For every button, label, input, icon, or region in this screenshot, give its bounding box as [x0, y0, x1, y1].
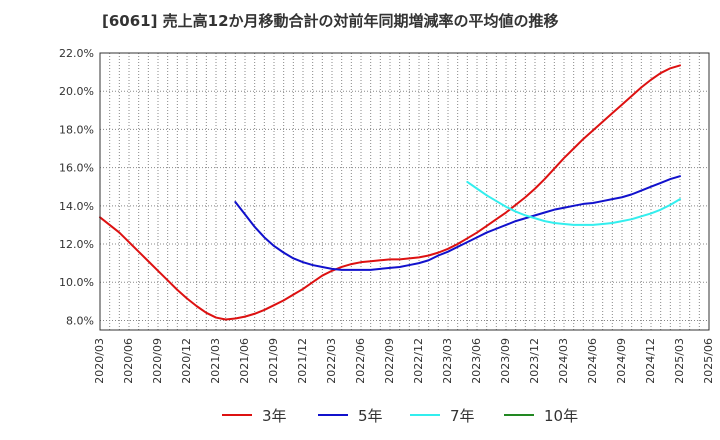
y-tick-label: 12.0% [59, 238, 94, 251]
y-tick-label: 20.0% [59, 85, 94, 98]
y-tick-label: 18.0% [59, 123, 94, 136]
x-tick-label: 2021/09 [267, 338, 280, 384]
x-tick-label: 2024/06 [586, 338, 599, 384]
x-tick-label: 2021/06 [238, 338, 251, 384]
legend-swatch-7y [410, 414, 440, 416]
plot-background [100, 53, 709, 330]
legend-swatch-10y [504, 414, 534, 416]
y-tick-label: 22.0% [59, 47, 94, 60]
x-tick-label: 2022/12 [412, 338, 425, 384]
plot-frame [99, 52, 710, 331]
legend-label-5y: 5年 [358, 406, 383, 425]
legend-label-3y: 3年 [262, 406, 287, 425]
x-tick-label: 2020/12 [180, 338, 193, 384]
legend-item-10y: 10年 [504, 404, 578, 426]
y-tick-label: 8.0% [66, 314, 94, 327]
legend-item-5y: 5年 [318, 404, 383, 426]
y-tick-label: 10.0% [59, 276, 94, 289]
x-tick-label: 2022/06 [354, 338, 367, 384]
x-tick-labels: 2020/03 2020/06 2020/09 2020/12 2021/03 2021/… [93, 338, 715, 384]
x-tick-label: 2022/03 [325, 338, 338, 384]
x-tick-label: 2025/06 [702, 338, 715, 384]
x-tick-label: 2024/09 [615, 338, 628, 384]
y-tick-labels: 8.0% 10.0% 12.0% 14.0% 16.0% 18.0% 20.0% 22.0% [59, 47, 94, 327]
legend-swatch-5y [318, 414, 348, 416]
x-tick-label: 2020/09 [151, 338, 164, 384]
y-tick-label: 14.0% [59, 200, 94, 213]
x-tick-label: 2020/03 [93, 338, 106, 384]
series-line-0 [99, 64, 681, 321]
legend-item-3y: 3年 [222, 404, 287, 426]
legend-item-7y: 7年 [410, 404, 475, 426]
x-tick-label: 2022/09 [383, 338, 396, 384]
series-line-1 [234, 175, 681, 271]
legend-label-10y: 10年 [544, 406, 579, 425]
x-tick-label: 2024/12 [644, 338, 657, 384]
x-tick-label: 2023/06 [470, 338, 483, 384]
x-tick-label: 2021/12 [296, 338, 309, 384]
x-tick-label: 2025/03 [673, 338, 686, 384]
legend-swatch-3y [222, 414, 252, 416]
series-line-2 [466, 180, 681, 226]
y-tick-label: 16.0% [59, 162, 94, 175]
x-tick-label: 2023/03 [441, 338, 454, 384]
chart-title: [6061] 売上高12か月移動合計の対前年同期増減率の平均値の推移 [102, 12, 559, 30]
legend-label-7y: 7年 [450, 406, 475, 425]
x-tick-label: 2023/12 [528, 338, 541, 384]
x-tick-label: 2021/03 [209, 338, 222, 384]
series-layer [99, 64, 681, 321]
x-tick-label: 2020/06 [122, 338, 135, 384]
x-tick-label: 2023/09 [499, 338, 512, 384]
x-gridlines [109, 53, 700, 330]
legend: 3年 5年 7年 10年 [0, 404, 720, 426]
x-tick-label: 2024/03 [557, 338, 570, 384]
